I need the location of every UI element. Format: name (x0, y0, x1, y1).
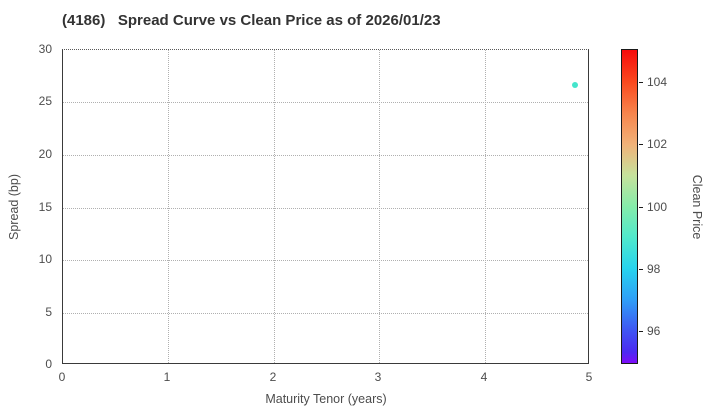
x-tick-label: 4 (480, 370, 488, 384)
colorbar-tick-label: 98 (647, 262, 661, 276)
horizontal-gridline (63, 313, 588, 314)
x-tick-label: 3 (374, 370, 382, 384)
chart-title: (4186) Spread Curve vs Clean Price as of… (62, 12, 441, 29)
colorbar-tick-label: 102 (647, 137, 668, 151)
colorbar-tick-label: 104 (647, 75, 668, 89)
colorbar-tick-mark (639, 82, 643, 83)
colorbar-tick-mark (639, 144, 643, 145)
colorbar-tick-mark (639, 331, 643, 332)
x-tick-label: 1 (163, 370, 171, 384)
plot-area (62, 49, 589, 364)
vertical-gridline (485, 50, 486, 363)
colorbar-tick-mark (639, 269, 643, 270)
y-tick-label: 5 (45, 305, 52, 319)
colorbar-label: Clean Price (690, 174, 704, 240)
x-tick-label: 2 (269, 370, 277, 384)
y-tick-label: 30 (38, 42, 52, 56)
y-tick-label: 0 (45, 357, 52, 371)
horizontal-gridline (63, 208, 588, 209)
x-axis-label: Maturity Tenor (years) (265, 392, 387, 406)
scatter-point (572, 81, 579, 88)
colorbar-tick-mark (639, 207, 643, 208)
colorbar-tick-label: 100 (647, 200, 668, 214)
vertical-gridline (168, 50, 169, 363)
x-tick-label: 0 (58, 370, 66, 384)
horizontal-gridline (63, 155, 588, 156)
horizontal-gridline (63, 102, 588, 103)
y-tick-label: 25 (38, 94, 52, 108)
horizontal-gridline (63, 260, 588, 261)
colorbar (621, 49, 638, 364)
colorbar-tick-label: 96 (647, 324, 661, 338)
y-tick-label: 15 (38, 200, 52, 214)
vertical-gridline (379, 50, 380, 363)
y-tick-label: 20 (38, 147, 52, 161)
x-tick-label: 5 (585, 370, 593, 384)
vertical-gridline (274, 50, 275, 363)
y-tick-label: 10 (38, 252, 52, 266)
